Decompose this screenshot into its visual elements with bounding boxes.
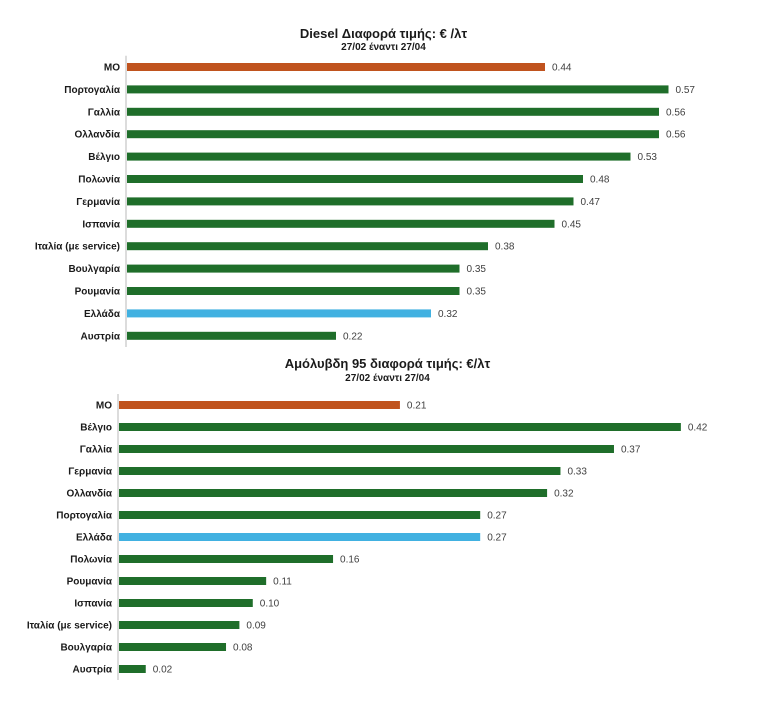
bar xyxy=(127,331,336,340)
category-label: Ολλανδία xyxy=(75,130,121,141)
data-label: 0.44 xyxy=(552,63,572,74)
diesel-chart: Diesel Διαφορά τιμής: € /λτ 27/02 έναντι… xyxy=(0,0,783,350)
category-label: Βέλγιο xyxy=(80,423,112,434)
bar xyxy=(119,511,481,519)
unleaded-95-bar-plot: ΜΟ 0.21 Βέλγιο 0.42 Γαλλία 0.37 Γερμανία 0.33 Ολ… xyxy=(27,394,708,680)
category-label: Ισπανία xyxy=(74,599,112,610)
data-label: 0.42 xyxy=(688,423,708,434)
category-label: Πολωνία xyxy=(78,175,121,186)
bar xyxy=(119,621,240,629)
data-label: 0.57 xyxy=(676,85,696,96)
category-label: Ρουμανία xyxy=(75,287,121,298)
chart-subtitle: 27/02 έναντι 27/04 xyxy=(341,42,426,53)
category-label: Πορτογαλία xyxy=(56,511,113,522)
data-label: 0.11 xyxy=(273,577,292,588)
data-label: 0.32 xyxy=(438,309,458,320)
bar xyxy=(127,219,555,228)
data-label: 0.48 xyxy=(590,175,610,186)
category-label: Βουλγαρία xyxy=(68,264,120,275)
data-label: 0.09 xyxy=(246,621,266,632)
category-label: Βουλγαρία xyxy=(60,643,112,654)
unleaded-95-chart: Αμόλυβδη 95 διαφορά τιμής: €/λτ 27/02 έν… xyxy=(0,352,783,692)
diesel-bar-plot: ΜΟ 0.44 Πορτογαλία 0.57 Γαλλία 0.56 Ολλανδία 0.… xyxy=(35,55,696,347)
data-label: 0.45 xyxy=(562,219,582,230)
category-label: Πορτογαλία xyxy=(64,85,121,96)
bar xyxy=(127,152,631,161)
category-label: Ιταλία (με service) xyxy=(35,242,120,253)
data-label: 0.38 xyxy=(495,242,515,253)
bar xyxy=(119,489,548,497)
data-label: 0.10 xyxy=(260,599,280,610)
bar xyxy=(119,423,681,431)
category-label: Βέλγιο xyxy=(88,152,120,163)
data-label: 0.02 xyxy=(153,665,173,676)
category-label: ΜΟ xyxy=(96,401,112,412)
bar xyxy=(119,401,400,409)
bar xyxy=(127,175,583,183)
bar xyxy=(119,599,253,607)
data-label: 0.35 xyxy=(467,287,487,298)
bar xyxy=(119,555,334,563)
data-label: 0.27 xyxy=(487,533,507,544)
bar xyxy=(127,287,460,295)
bar xyxy=(127,130,659,139)
data-label: 0.53 xyxy=(638,152,658,163)
chart-subtitle: 27/02 έναντι 27/04 xyxy=(345,373,430,384)
data-label: 0.35 xyxy=(467,264,487,275)
bar xyxy=(119,643,227,651)
data-label: 0.56 xyxy=(666,130,686,141)
chart-title: Diesel Διαφορά τιμής: € /λτ xyxy=(299,26,468,41)
category-label: Ιταλία (με service) xyxy=(27,621,112,632)
category-label: ΜΟ xyxy=(104,63,120,74)
bar xyxy=(119,445,614,453)
bar xyxy=(127,197,574,206)
category-label: Ελλάδα xyxy=(84,309,121,320)
category-label: Γερμανία xyxy=(76,197,121,208)
data-label: 0.08 xyxy=(233,643,253,654)
category-label: Γαλλία xyxy=(88,107,121,118)
bar xyxy=(119,533,481,541)
bar xyxy=(119,467,561,475)
data-label: 0.16 xyxy=(340,555,360,566)
bar xyxy=(127,107,659,116)
category-label: Αυστρία xyxy=(81,331,121,342)
data-label: 0.33 xyxy=(567,467,587,478)
data-label: 0.22 xyxy=(343,331,363,342)
bar xyxy=(127,242,488,251)
bar xyxy=(127,63,545,71)
category-label: Γαλλία xyxy=(80,445,113,456)
category-label: Ελλάδα xyxy=(76,533,113,544)
data-label: 0.47 xyxy=(581,197,601,208)
category-label: Ισπανία xyxy=(82,219,120,230)
category-label: Αυστρία xyxy=(73,665,113,676)
bar xyxy=(119,577,267,585)
bar xyxy=(119,665,146,673)
bar xyxy=(127,85,669,94)
category-label: Ολλανδία xyxy=(67,489,113,500)
data-label: 0.56 xyxy=(666,107,686,118)
bar xyxy=(127,264,460,273)
chart-title: Αμόλυβδη 95 διαφορά τιμής: €/λτ xyxy=(284,356,491,371)
data-label: 0.37 xyxy=(621,445,641,456)
data-label: 0.21 xyxy=(407,401,427,412)
category-label: Γερμανία xyxy=(68,467,113,478)
category-label: Ρουμανία xyxy=(67,577,113,588)
data-label: 0.32 xyxy=(554,489,574,500)
data-label: 0.27 xyxy=(487,511,507,522)
category-label: Πολωνία xyxy=(70,555,113,566)
bar xyxy=(127,309,431,318)
